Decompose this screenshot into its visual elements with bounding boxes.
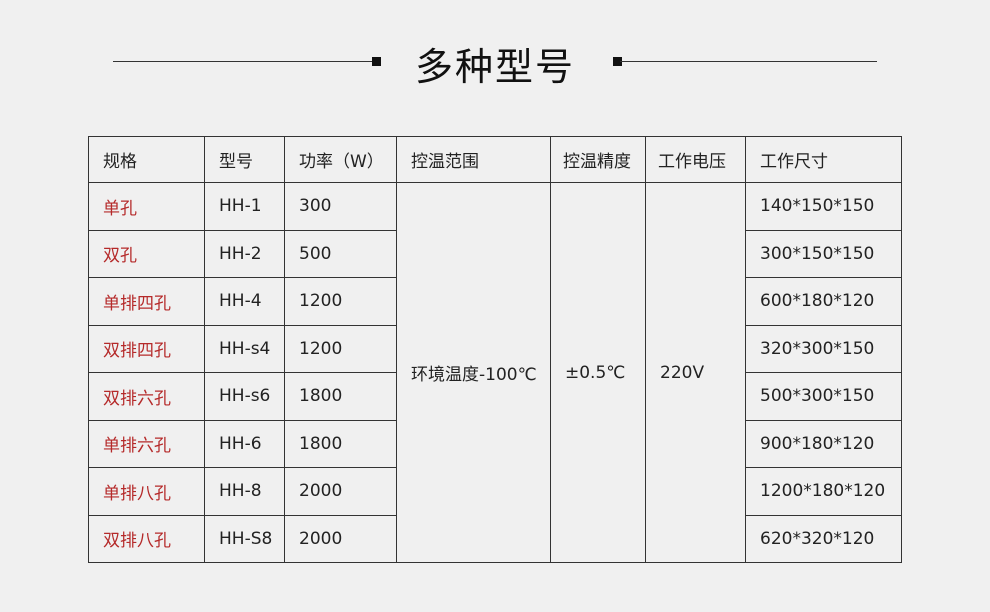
table-row: 单孔 HH-1 300 环境温度-100℃ ±0.5℃ 220V 140*150*150 — [88, 182, 902, 563]
title-bullet-right — [613, 57, 622, 66]
title-divider-left — [113, 61, 373, 62]
header-cell: 型号 — [204, 136, 285, 183]
model-cell: HH-4 — [204, 277, 285, 326]
header-cell: 控温精度 — [550, 136, 646, 183]
model-cell: HH-1 — [204, 182, 285, 231]
title-bullet-left — [372, 57, 381, 66]
model-cell: HH-8 — [204, 467, 285, 516]
size-cell: 320*300*150 — [745, 324, 902, 373]
table-row: 双排八孔 HH-S8 2000 620*320*120 — [88, 514, 902, 563]
header-cell: 规格 — [88, 136, 205, 183]
size-cell: 500*300*150 — [745, 372, 902, 421]
header-cell: 控温范围 — [396, 136, 551, 183]
power-cell: 1200 — [284, 324, 397, 373]
power-cell: 300 — [284, 182, 397, 231]
power-cell: 1800 — [284, 419, 397, 468]
model-cell: HH-s6 — [204, 372, 285, 421]
size-cell: 620*320*120 — [745, 514, 902, 563]
spec-cell: 双排六孔 — [88, 372, 205, 421]
size-cell: 900*180*120 — [745, 419, 902, 468]
range-cell: 环境温度-100℃ — [396, 182, 551, 563]
size-cell: 1200*180*120 — [745, 467, 902, 516]
spec-cell: 双排八孔 — [88, 514, 205, 563]
title-divider-right — [620, 61, 877, 62]
table-row: 单排六孔 HH-6 1800 900*180*120 — [88, 419, 902, 468]
size-cell: 300*150*150 — [745, 229, 902, 278]
size-cell: 600*180*120 — [745, 277, 902, 326]
header-cell: 工作尺寸 — [745, 136, 902, 183]
spec-cell: 单排八孔 — [88, 467, 205, 516]
table-row: 单排八孔 HH-8 2000 1200*180*120 — [88, 467, 902, 516]
power-cell: 500 — [284, 229, 397, 278]
spec-cell: 单排四孔 — [88, 277, 205, 326]
model-cell: HH-6 — [204, 419, 285, 468]
power-cell: 2000 — [284, 514, 397, 563]
page-title: 多种型号 — [414, 45, 575, 89]
spec-cell: 单孔 — [88, 182, 205, 231]
spec-cell: 双排四孔 — [88, 324, 205, 373]
power-cell: 2000 — [284, 467, 397, 516]
table-header-row: 规格 型号 功率（W） 控温范围 控温精度 工作电压 工作尺寸 — [88, 136, 902, 183]
spec-table: 规格 型号 功率（W） 控温范围 控温精度 工作电压 工作尺寸 单孔 HH-1 30… — [88, 136, 902, 563]
voltage-cell: 220V — [645, 182, 746, 563]
power-cell: 1200 — [284, 277, 397, 326]
header-cell: 功率（W） — [284, 136, 397, 183]
model-cell: HH-s4 — [204, 324, 285, 373]
spec-cell: 单排六孔 — [88, 419, 205, 468]
model-cell: HH-S8 — [204, 514, 285, 563]
power-cell: 1800 — [284, 372, 397, 421]
table-row: 双排四孔 HH-s4 1200 320*300*150 — [88, 324, 902, 373]
size-cell: 140*150*150 — [745, 182, 902, 231]
table-row: 双排六孔 HH-s6 1800 500*300*150 — [88, 372, 902, 421]
spec-cell: 双孔 — [88, 229, 205, 278]
header-cell: 工作电压 — [645, 136, 746, 183]
model-cell: HH-2 — [204, 229, 285, 278]
precision-cell: ±0.5℃ — [550, 182, 646, 563]
